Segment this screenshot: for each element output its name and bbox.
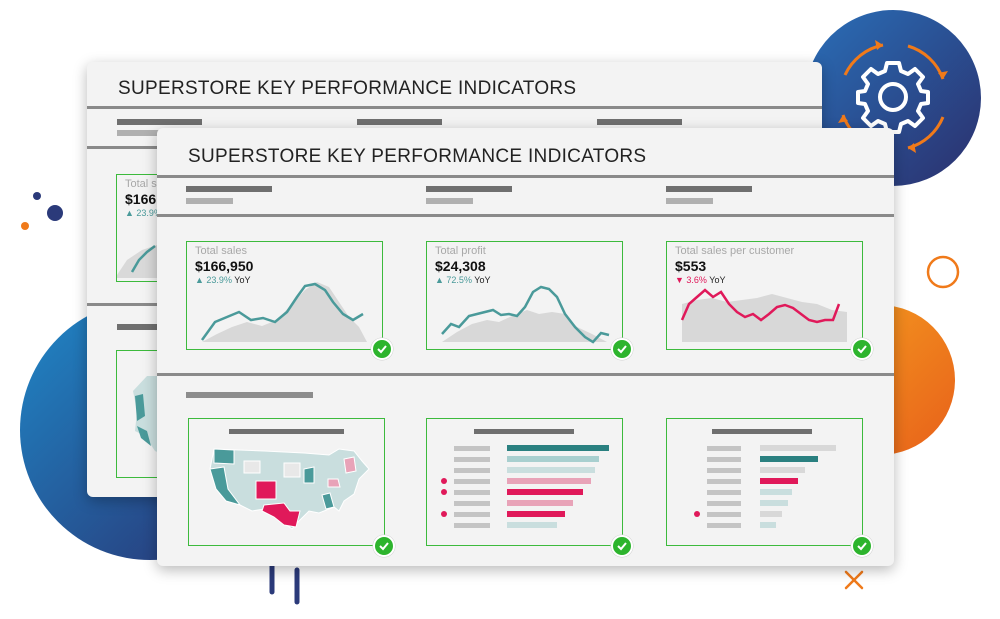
kpi-label: Total profit [435, 245, 486, 257]
section-placeholder [186, 392, 313, 398]
kpi-label: Total sales per customer [675, 245, 795, 257]
filter-placeholder-title [186, 186, 272, 192]
check-icon [611, 338, 633, 360]
filter-placeholder-title [426, 186, 512, 192]
divider [157, 214, 894, 217]
page-title: SUPERSTORE KEY PERFORMANCE INDICATORS [118, 78, 577, 99]
section-placeholder [117, 324, 162, 330]
sparkline-sales-per-customer [680, 288, 847, 342]
card-title-placeholder [229, 429, 344, 434]
check-icon [851, 535, 873, 557]
header-placeholder [117, 119, 202, 125]
kpi-value: $24,308 [435, 258, 486, 274]
sparkline-total-profit [441, 285, 610, 344]
dashboard-window-front: SUPERSTORE KEY PERFORMANCE INDICATORS To… [157, 128, 894, 566]
close-x-icon [844, 570, 864, 590]
kpi-card-sales-per-customer[interactable]: Total sales per customer $553 ▼ 3.6% YoY [666, 241, 873, 360]
filter-placeholder-value [666, 198, 713, 204]
divider [87, 106, 822, 109]
check-icon [851, 338, 873, 360]
page-title: SUPERSTORE KEY PERFORMANCE INDICATORS [188, 146, 647, 167]
divider [157, 373, 894, 376]
horizontal-bar-list [441, 445, 609, 528]
kpi-delta: ▼ 3.6% YoY [675, 275, 726, 285]
us-map-icon [209, 448, 370, 530]
sparkline-total-sales [200, 282, 367, 342]
kpi-value: $166,950 [195, 258, 254, 274]
card-title-placeholder [712, 429, 812, 434]
header-placeholder [117, 130, 162, 136]
kpi-label: Total s [125, 178, 157, 190]
kpi-card-total-profit[interactable]: Total profit $24,308 ▲ 72.5% YoY [426, 241, 633, 360]
filter-placeholder-value [426, 198, 473, 204]
kpi-card-total-sales[interactable]: Total sales $166,950 ▲ 23.9% YoY [186, 241, 393, 360]
horizontal-bar-list [694, 445, 836, 528]
check-icon [611, 535, 633, 557]
check-icon [373, 535, 395, 557]
filter-placeholder-value [186, 198, 233, 204]
kpi-value: $553 [675, 258, 707, 274]
kpi-delta: ▲ 23.9% YoY [195, 275, 251, 285]
check-icon [371, 338, 393, 360]
kpi-delta: ▲ 72.5% YoY [435, 275, 491, 285]
header-placeholder [597, 119, 682, 125]
kpi-value: $166 [125, 191, 157, 207]
kpi-label: Total sales [195, 245, 247, 257]
bar-list-card-right[interactable] [666, 418, 873, 557]
divider [157, 175, 894, 178]
card-title-placeholder [474, 429, 574, 434]
filter-placeholder-title [666, 186, 752, 192]
kpi-delta: ▲ 23.9% [125, 208, 162, 218]
gear-icon [838, 40, 948, 153]
header-placeholder [357, 119, 442, 125]
map-card[interactable] [188, 418, 395, 557]
bar-list-card-middle[interactable] [426, 418, 633, 557]
